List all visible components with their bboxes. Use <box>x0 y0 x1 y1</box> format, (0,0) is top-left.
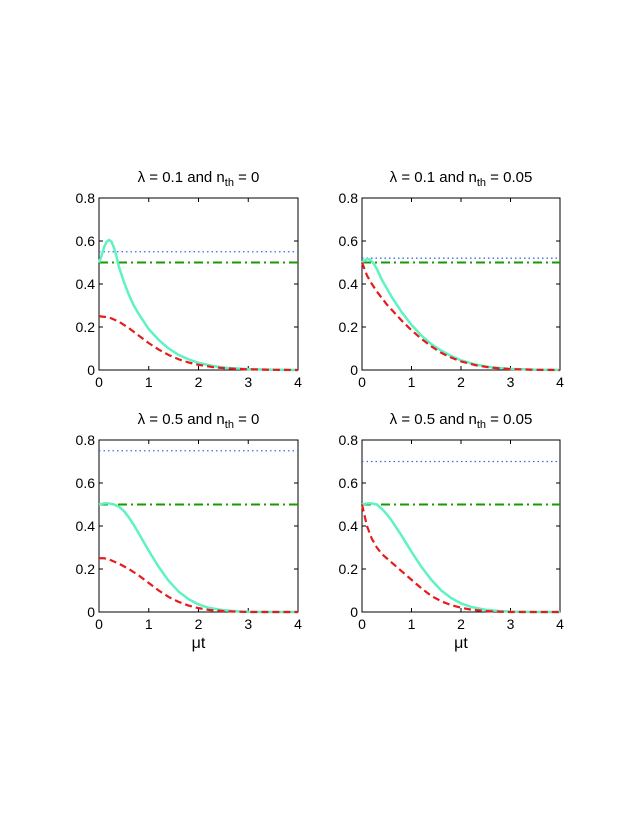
subplot-title: λ = 0.5 and nth = 0 <box>138 411 260 431</box>
x-tick-label: 2 <box>457 616 465 632</box>
title-suffix: = 0 <box>234 411 259 428</box>
subplot-title: λ = 0.5 and nth = 0.05 <box>390 411 533 431</box>
title-main: λ = 0.1 and n <box>138 169 225 186</box>
y-tick-label: 0.8 <box>76 432 96 448</box>
x-tick-label: 0 <box>95 374 103 390</box>
x-axis-label: μt <box>454 635 468 652</box>
title-subscript: th <box>477 177 486 189</box>
series-line-solid <box>98 502 298 614</box>
y-tick-label: 0 <box>350 362 358 378</box>
x-tick-label: 3 <box>244 374 252 390</box>
series-line-dashed <box>99 557 298 614</box>
y-tick-label: 0.4 <box>339 276 359 292</box>
series-line-solid <box>97 238 299 372</box>
title-suffix: = 0.05 <box>486 411 532 428</box>
y-tick-label: 0.4 <box>339 518 359 534</box>
series-line-dashed <box>360 504 560 614</box>
y-tick-label: 0 <box>87 604 95 620</box>
y-tick-label: 0.6 <box>339 233 359 249</box>
x-tick-label: 1 <box>408 374 416 390</box>
y-tick-label: 0.6 <box>76 475 96 491</box>
x-tick-label: 0 <box>358 374 366 390</box>
series-line-dashed <box>98 315 299 372</box>
x-tick-label: 4 <box>556 616 564 632</box>
title-subscript: th <box>477 419 486 431</box>
series-line-dashed <box>360 262 561 372</box>
title-main: λ = 0.5 and n <box>138 411 225 428</box>
series-line-solid <box>361 258 561 372</box>
x-tick-label: 1 <box>145 374 153 390</box>
title-main: λ = 0.1 and n <box>390 169 477 186</box>
series-line-solid <box>361 502 560 614</box>
x-tick-label: 2 <box>195 616 203 632</box>
subplot-3: λ = 0.5 and nth = 0 0 1 2 3 4 0 0.2 0.4 0.6 0.8 μt <box>76 411 303 652</box>
y-tick-label: 0.8 <box>339 190 359 206</box>
y-tick-label: 0.4 <box>76 518 96 534</box>
y-tick-label: 0.4 <box>76 276 96 292</box>
subplot-2: λ = 0.1 and nth = 0.05 0 1 2 3 4 0 0.2 0.4 0.6 0.8 <box>339 169 565 390</box>
x-tick-label: 2 <box>195 374 203 390</box>
x-tick-label: 0 <box>95 616 103 632</box>
x-tick-label: 1 <box>408 616 416 632</box>
x-tick-label: 3 <box>244 616 252 632</box>
x-axis-label: μt <box>192 635 206 652</box>
x-tick-label: 2 <box>457 374 465 390</box>
y-tick-label: 0.6 <box>339 475 359 491</box>
x-tick-label: 3 <box>507 374 515 390</box>
x-tick-label: 4 <box>294 616 302 632</box>
y-tick-label: 0.6 <box>76 233 96 249</box>
axes-frame <box>98 197 299 371</box>
title-subscript: th <box>225 419 234 431</box>
y-tick-label: 0.2 <box>339 561 359 577</box>
y-tick-label: 0.2 <box>76 561 96 577</box>
subplot-1: λ = 0.1 and nth = 0 0 1 2 3 4 0 0.2 0.4 0.6 0.8 <box>76 169 303 390</box>
axes-frame <box>361 197 561 371</box>
y-tick-label: 0.8 <box>76 190 96 206</box>
subplot-4: λ = 0.5 and nth = 0.05 0 1 2 3 4 0 0.2 0.4 0.6 0.8… <box>339 411 565 652</box>
axes-frame <box>98 439 299 613</box>
x-tick-label: 4 <box>556 374 564 390</box>
x-tick-label: 3 <box>507 616 515 632</box>
x-tick-label: 1 <box>145 616 153 632</box>
x-tick-label: 4 <box>294 374 302 390</box>
title-suffix: = 0 <box>234 169 259 186</box>
x-tick-label: 0 <box>358 616 366 632</box>
title-subscript: th <box>225 177 234 189</box>
subplot-title: λ = 0.1 and nth = 0 <box>138 169 260 189</box>
y-tick-label: 0.2 <box>76 319 96 335</box>
title-suffix: = 0.05 <box>486 169 532 186</box>
y-tick-label: 0 <box>350 604 358 620</box>
y-tick-label: 0.8 <box>339 432 359 448</box>
subplot-title: λ = 0.1 and nth = 0.05 <box>390 169 533 189</box>
y-tick-label: 0 <box>87 362 95 378</box>
y-tick-label: 0.2 <box>339 319 359 335</box>
title-main: λ = 0.5 and n <box>390 411 477 428</box>
axes-frame <box>361 439 561 613</box>
